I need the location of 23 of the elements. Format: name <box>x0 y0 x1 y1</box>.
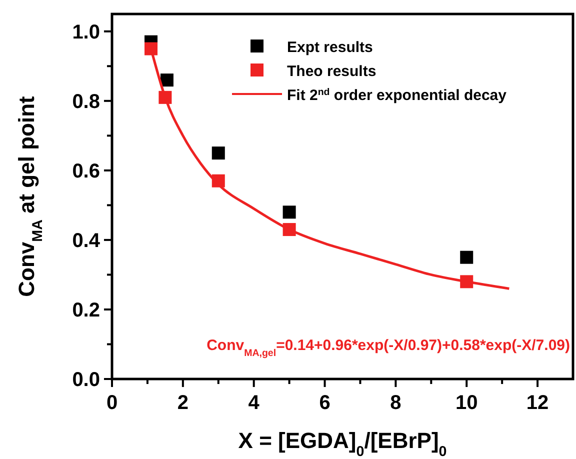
annotation: Conv$_{MA,gel}$=0.14+0.96*exp(-X/0.97)+0.58*exp(-X/7.09) <box>206 337 570 358</box>
y-tick-label: 0.6 <box>72 160 100 182</box>
point <box>212 146 225 160</box>
point <box>460 250 474 264</box>
y-tick-label: 0.0 <box>72 369 100 391</box>
x-axis-title: X = [EGDA]$_{0}$/[EBrP]$_{0}$ <box>238 428 447 459</box>
y-tick-label: 0.4 <box>72 230 101 252</box>
point <box>160 74 174 87</box>
x-tick-label: 6 <box>319 392 330 414</box>
legend-label: Fit 2$^{nd}$ order exponential decay <box>287 86 508 104</box>
x-tick-label: 12 <box>526 392 549 414</box>
y-tick-label: 1.0 <box>72 21 100 44</box>
x-tick-label: 4 <box>248 392 260 414</box>
y-tick-label: 0.2 <box>72 299 100 322</box>
x-tick-label: 2 <box>177 392 188 414</box>
x-tick-label: 8 <box>390 392 402 414</box>
x-tick-label: 10 <box>455 392 478 414</box>
point <box>282 206 296 219</box>
point <box>144 42 158 56</box>
y-tick-label: 0.8 <box>72 90 100 113</box>
legend-label: Expt results <box>287 39 373 56</box>
legend-label: Theo results <box>287 63 376 80</box>
x-tick-label: 0 <box>106 392 118 414</box>
